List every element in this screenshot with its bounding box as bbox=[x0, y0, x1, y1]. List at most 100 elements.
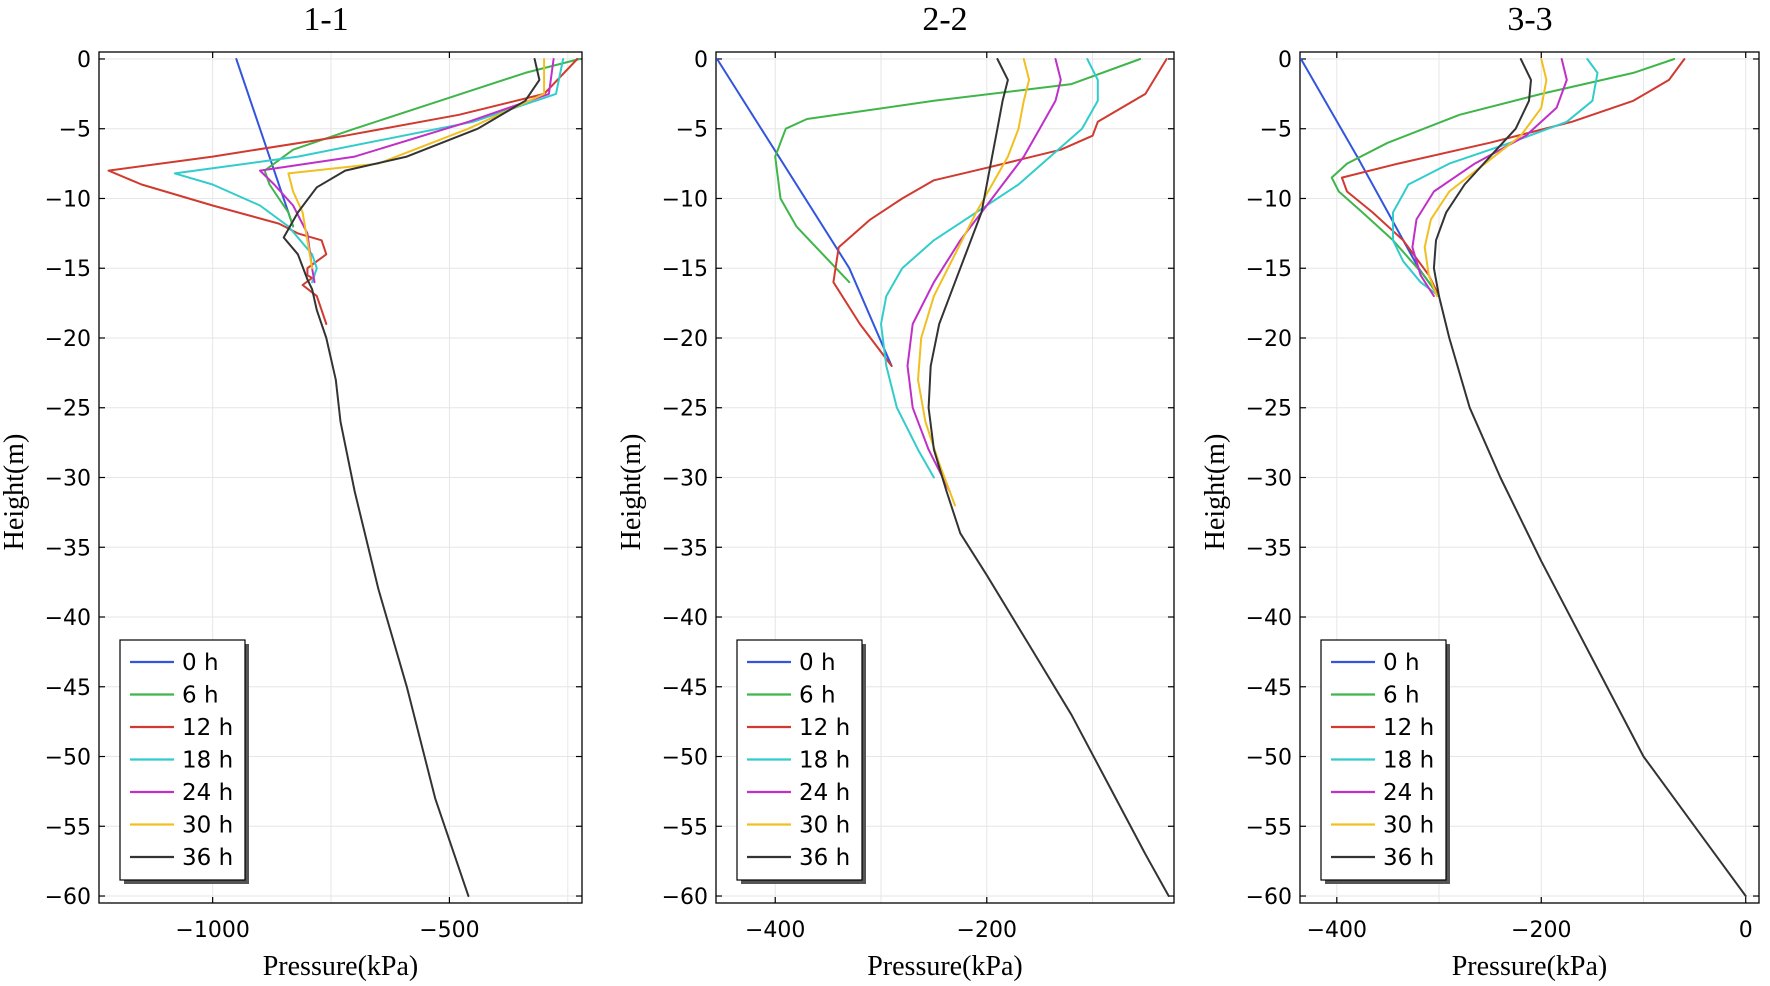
y-tick-label: −60 bbox=[662, 885, 708, 910]
x-axis-label: Pressure(kPa) bbox=[867, 951, 1023, 982]
legend-label: 18 h bbox=[1383, 748, 1434, 774]
x-tick-label: −500 bbox=[419, 918, 479, 943]
y-tick-label: −55 bbox=[662, 815, 708, 840]
x-axis-label: Pressure(kPa) bbox=[1452, 951, 1608, 982]
series-line-24h bbox=[1411, 58, 1568, 298]
legend-label: 6 h bbox=[182, 683, 219, 709]
x-tick-label: −200 bbox=[1511, 918, 1571, 943]
y-tick-label: −40 bbox=[662, 606, 708, 631]
y-tick-label: −45 bbox=[662, 676, 708, 701]
legend-label: 36 h bbox=[1383, 845, 1434, 871]
y-tick-label: −45 bbox=[45, 676, 91, 701]
legend: 0 h 6 h 12 h 18 h 24 h 30 h 36 h bbox=[736, 639, 866, 884]
chart-title: 3-3 bbox=[1507, 1, 1552, 38]
series-line-30h bbox=[1423, 58, 1548, 298]
legend-label: 18 h bbox=[799, 748, 850, 774]
series-line-12h bbox=[107, 58, 579, 325]
y-axis-label: Height(m) bbox=[0, 434, 30, 551]
y-tick-label: −15 bbox=[1246, 257, 1292, 282]
y-tick-label: −45 bbox=[1246, 676, 1292, 701]
y-tick-label: −50 bbox=[45, 746, 91, 771]
legend-label: 0 h bbox=[182, 650, 219, 676]
y-tick-label: −5 bbox=[59, 118, 91, 143]
y-tick-label: −5 bbox=[1260, 118, 1292, 143]
legend: 0 h 6 h 12 h 18 h 24 h 30 h 36 h bbox=[1320, 639, 1450, 884]
y-tick-label: −15 bbox=[45, 257, 91, 282]
y-tick-label: −10 bbox=[662, 187, 708, 212]
y-tick-label: 0 bbox=[694, 48, 708, 73]
x-axis-label: Pressure(kPa) bbox=[263, 951, 419, 982]
legend-label: 18 h bbox=[182, 748, 233, 774]
y-tick-label: 0 bbox=[1278, 48, 1292, 73]
y-tick-label: −60 bbox=[1246, 885, 1292, 910]
legend-label: 0 h bbox=[1383, 650, 1420, 676]
y-axis-label: Height(m) bbox=[1200, 434, 1231, 551]
y-tick-label: −10 bbox=[1246, 187, 1292, 212]
y-tick-label: −20 bbox=[1246, 327, 1292, 352]
series-line-24h bbox=[259, 58, 555, 284]
legend-label: 24 h bbox=[799, 780, 850, 806]
y-tick-label: −40 bbox=[1246, 606, 1292, 631]
y-tick-label: −35 bbox=[45, 536, 91, 561]
y-tick-label: −55 bbox=[1246, 815, 1292, 840]
y-tick-label: −60 bbox=[45, 885, 91, 910]
y-tick-label: −5 bbox=[676, 118, 708, 143]
series-line-0h bbox=[716, 58, 893, 367]
y-tick-label: −30 bbox=[662, 467, 708, 492]
y-tick-label: −35 bbox=[1246, 536, 1292, 561]
legend-label: 36 h bbox=[182, 845, 233, 871]
legend-label: 12 h bbox=[1383, 715, 1434, 741]
x-tick-label: −400 bbox=[1307, 918, 1367, 943]
y-tick-label: −25 bbox=[45, 397, 91, 422]
series-line-30h bbox=[917, 58, 1031, 507]
legend-label: 36 h bbox=[799, 845, 850, 871]
series-line-36h bbox=[927, 58, 1170, 897]
series-line-18h bbox=[880, 58, 1099, 479]
y-tick-label: −50 bbox=[1246, 746, 1292, 771]
chart-title: 2-2 bbox=[922, 1, 967, 38]
y-tick-label: −35 bbox=[662, 536, 708, 561]
y-tick-label: −50 bbox=[662, 746, 708, 771]
legend-label: 24 h bbox=[182, 780, 233, 806]
y-tick-label: 0 bbox=[77, 48, 91, 73]
legend-label: 6 h bbox=[799, 683, 836, 709]
legend-label: 6 h bbox=[1383, 683, 1420, 709]
x-tick-label: 0 bbox=[1739, 918, 1753, 943]
legend-label: 30 h bbox=[1383, 813, 1434, 839]
series-line-6h bbox=[1330, 58, 1676, 298]
y-tick-label: −20 bbox=[662, 327, 708, 352]
x-tick-label: −400 bbox=[745, 918, 805, 943]
y-tick-label: −55 bbox=[45, 815, 91, 840]
x-tick-label: −1000 bbox=[175, 918, 249, 943]
chart-title: 1-1 bbox=[303, 1, 348, 38]
series-line-6h bbox=[774, 58, 1142, 284]
series-line-30h bbox=[287, 58, 546, 270]
x-tick-label: −200 bbox=[957, 918, 1017, 943]
series-line-24h bbox=[906, 58, 1062, 493]
legend-label: 24 h bbox=[1383, 780, 1434, 806]
legend-label: 30 h bbox=[182, 813, 233, 839]
legend-label: 30 h bbox=[799, 813, 850, 839]
series-line-36h bbox=[282, 58, 541, 897]
y-tick-label: −15 bbox=[662, 257, 708, 282]
y-tick-label: −40 bbox=[45, 606, 91, 631]
series-line-0h bbox=[235, 58, 295, 228]
y-tick-label: −25 bbox=[662, 397, 708, 422]
y-tick-label: −10 bbox=[45, 187, 91, 212]
panel-2-2: 0 −5 −10 −15 −20 −25 −30 −35 −40 −45 −50 −55 −60 −400… bbox=[616, 1, 1175, 982]
series-line-12h bbox=[1340, 58, 1686, 298]
legend-label: 12 h bbox=[799, 715, 850, 741]
legend: 0 h 6 h 12 h 18 h 24 h 30 h 36 h bbox=[119, 639, 249, 884]
y-tick-label: −20 bbox=[45, 327, 91, 352]
series-line-12h bbox=[832, 58, 1168, 367]
y-tick-label: −25 bbox=[1246, 397, 1292, 422]
y-tick-label: −30 bbox=[45, 467, 91, 492]
series-line-6h bbox=[263, 58, 581, 228]
series-line-18h bbox=[1392, 58, 1599, 298]
panel-3-3: 0 −5 −10 −15 −20 −25 −30 −35 −40 −45 −50 −55 −60 −400… bbox=[1200, 1, 1760, 982]
panel-1-1: 0 −5 −10 −15 −20 −25 −30 −35 −40 −45 −50 −55 −60 −100… bbox=[0, 1, 583, 982]
series-line-18h bbox=[173, 58, 565, 284]
legend-label: 0 h bbox=[799, 650, 836, 676]
series-line-36h bbox=[1432, 58, 1747, 897]
